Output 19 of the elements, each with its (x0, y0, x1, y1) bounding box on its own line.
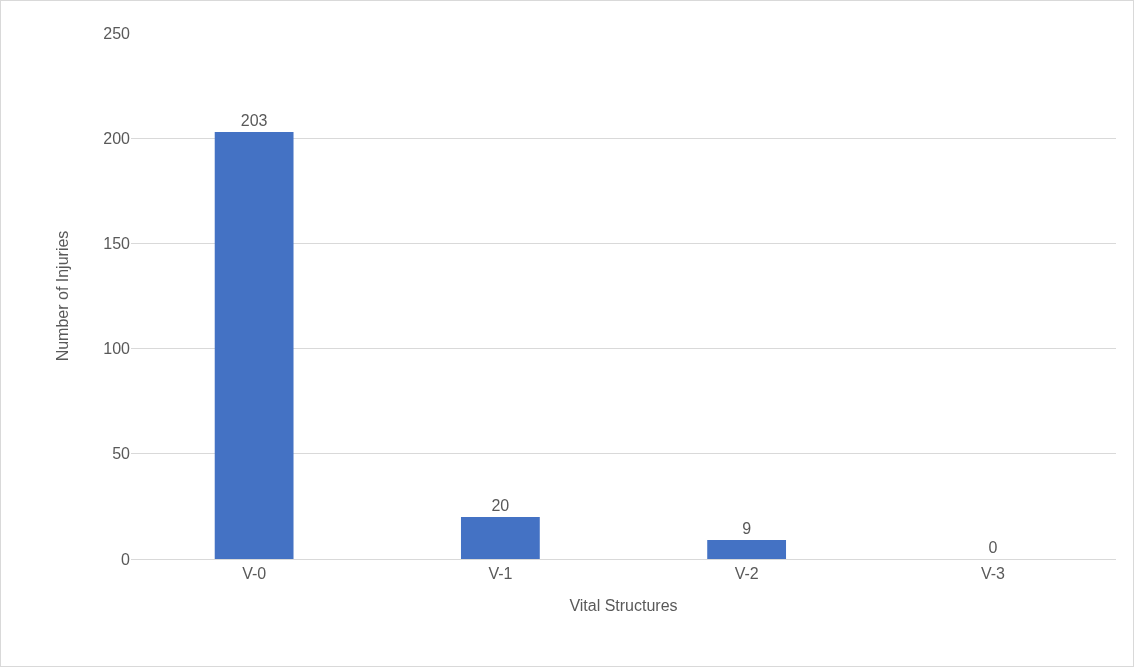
x-tick-label: V-0 (242, 565, 267, 583)
y-axis-title: Number of Injuries (54, 230, 72, 362)
x-tick-label: V-3 (980, 565, 1005, 583)
bar (214, 131, 294, 559)
y-tick-label: 150 (103, 235, 131, 252)
y-tick-label: 50 (112, 445, 131, 463)
y-tick-label: 0 (121, 550, 131, 568)
y-tick-label: 250 (103, 24, 131, 42)
bar (460, 516, 540, 559)
x-tick-label: V-1 (488, 565, 513, 583)
data-label: 203 (240, 111, 268, 129)
x-axis-title: Vital Structures (569, 596, 678, 614)
data-label: 20 (491, 496, 510, 514)
bar (707, 540, 787, 559)
data-label: 9 (742, 520, 752, 538)
y-tick-label: 200 (103, 129, 131, 147)
data-label: 0 (988, 539, 998, 556)
y-tick-label: 100 (103, 340, 131, 358)
x-tick-label: V-2 (734, 565, 759, 583)
